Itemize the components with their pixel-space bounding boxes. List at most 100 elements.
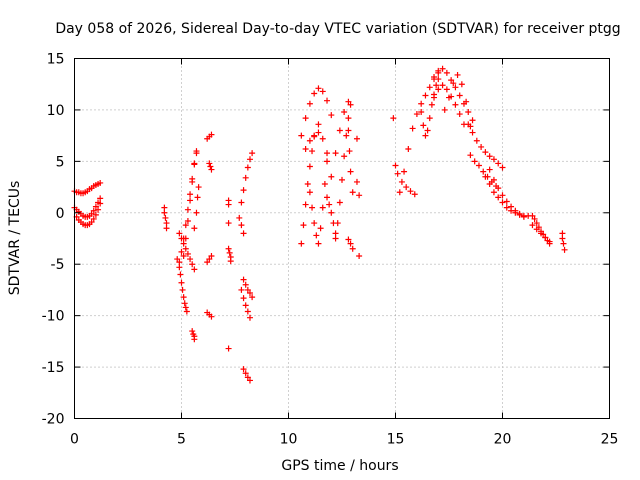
data-point <box>435 76 442 83</box>
data-point <box>183 308 190 315</box>
data-point <box>396 189 403 196</box>
data-point <box>454 71 461 78</box>
data-point <box>407 188 414 195</box>
series-arc-26 <box>306 158 331 247</box>
data-point <box>439 82 446 89</box>
data-point <box>390 115 397 122</box>
data-point <box>345 127 352 134</box>
data-point <box>194 194 201 201</box>
data-point <box>503 204 510 211</box>
series-arc-10 <box>191 184 202 232</box>
data-point <box>182 304 189 311</box>
data-point <box>341 153 348 160</box>
data-point <box>499 199 506 206</box>
data-point <box>345 98 352 105</box>
series-arc-45 <box>529 222 553 245</box>
x-tick-label: 5 <box>177 432 186 448</box>
series-arc-13 <box>204 252 215 266</box>
data-point <box>300 222 307 229</box>
data-point <box>490 189 497 196</box>
data-point <box>405 146 412 153</box>
data-point <box>206 160 213 167</box>
data-point <box>208 313 215 320</box>
data-point <box>181 300 188 307</box>
data-point <box>422 132 429 139</box>
data-point <box>345 115 352 122</box>
data-point <box>191 336 198 343</box>
data-point <box>193 148 200 155</box>
data-point <box>309 148 316 155</box>
y-tick-label: -15 <box>42 360 65 376</box>
data-point <box>347 101 354 108</box>
data-point <box>452 101 459 108</box>
data-point <box>431 94 438 101</box>
series-arc-17 <box>225 345 232 352</box>
data-point <box>195 184 202 191</box>
data-point <box>225 245 232 252</box>
series-arc-24 <box>298 121 322 247</box>
data-point <box>193 209 200 216</box>
data-point <box>559 235 566 242</box>
data-point <box>249 294 256 301</box>
series-arc-40 <box>465 121 506 171</box>
series-arc-23 <box>298 85 335 139</box>
data-point <box>244 164 251 171</box>
data-point <box>473 137 480 144</box>
y-tick-label: -20 <box>42 412 65 428</box>
data-point <box>409 125 416 132</box>
data-point <box>311 220 318 227</box>
data-point <box>398 178 405 185</box>
data-point <box>486 166 493 173</box>
data-point <box>225 345 232 352</box>
series-arc-12 <box>206 160 215 173</box>
data-point <box>95 206 102 213</box>
series-arc-39 <box>441 71 474 130</box>
data-point <box>302 115 309 122</box>
data-point <box>242 370 249 377</box>
data-point <box>516 211 523 218</box>
series-arc-08 <box>180 148 200 259</box>
data-point <box>315 85 322 92</box>
data-point <box>317 225 324 232</box>
data-point <box>176 264 183 271</box>
data-point <box>401 168 408 175</box>
data-point <box>182 245 189 252</box>
y-tick-label: -5 <box>51 257 65 273</box>
data-point <box>206 256 213 263</box>
chart-title: Day 058 of 2026, Sidereal Day-to-day VTE… <box>55 21 620 37</box>
plot-frame <box>74 58 610 419</box>
data-point <box>313 232 320 239</box>
data-points <box>71 65 568 384</box>
data-point <box>92 211 99 218</box>
data-point <box>533 226 540 233</box>
data-point <box>332 230 339 237</box>
series-arc-09 <box>189 328 198 343</box>
data-point <box>328 112 335 119</box>
series-arc-25 <box>302 129 331 157</box>
series-arc-37 <box>431 65 476 124</box>
series-arc-16 <box>225 245 234 265</box>
data-point <box>499 192 506 199</box>
data-point <box>443 86 450 93</box>
data-point <box>345 236 352 243</box>
data-point <box>180 252 187 259</box>
data-point <box>433 82 440 89</box>
data-point <box>431 74 438 81</box>
data-point <box>184 218 191 225</box>
data-point <box>240 230 247 237</box>
data-point <box>249 150 256 157</box>
data-point <box>319 204 326 211</box>
y-tick-label: 15 <box>47 52 65 68</box>
data-point <box>208 252 215 259</box>
data-point <box>456 92 463 99</box>
data-point <box>324 158 331 165</box>
data-point <box>441 106 448 113</box>
data-point <box>238 222 245 229</box>
data-point <box>238 286 245 293</box>
data-point <box>244 374 251 381</box>
data-point <box>306 189 313 196</box>
x-tick-label: 0 <box>70 432 79 448</box>
data-point <box>446 94 452 101</box>
data-point <box>495 185 502 192</box>
data-point <box>174 256 181 263</box>
